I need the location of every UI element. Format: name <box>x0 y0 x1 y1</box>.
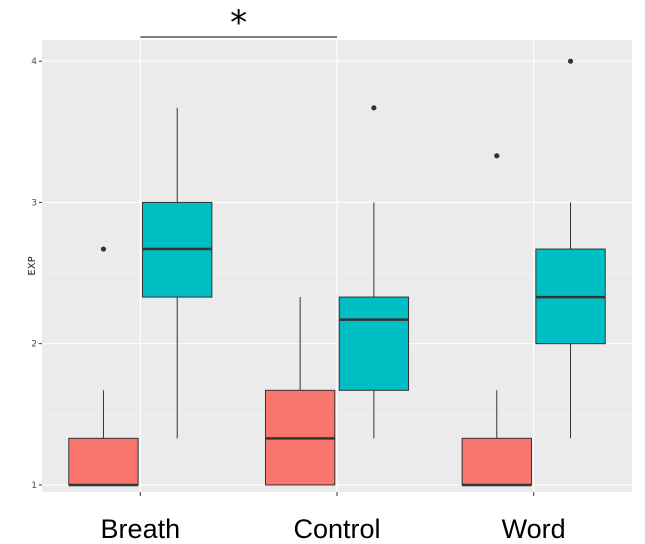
box-breath-1 <box>68 246 139 487</box>
significance-star: * <box>230 3 247 43</box>
y-tick-label: 2 <box>31 340 37 350</box>
outlier-point <box>371 105 377 111</box>
x-tick-label: Control <box>293 514 380 544</box>
x-axis-ticks: Breath Control Word <box>101 492 566 544</box>
box-word-1 <box>461 153 532 487</box>
significance-annotation: * <box>140 3 337 43</box>
y-tick-label: 1 <box>31 481 37 491</box>
box-body <box>338 296 410 391</box>
outlier-point <box>494 153 500 159</box>
box-control-1 <box>264 297 336 486</box>
y-tick-label: 3 <box>31 198 37 208</box>
outlier-point <box>567 58 574 64</box>
y-axis-ticks: 1 2 3 4 <box>31 57 42 491</box>
boxes <box>68 58 606 487</box>
grid-lines <box>42 40 632 492</box>
box-body <box>68 437 139 486</box>
box-body <box>461 437 532 486</box>
x-tick-label: Word <box>502 514 566 544</box>
y-axis-label: EXP <box>27 256 38 275</box>
box-word-2 <box>535 58 606 439</box>
box-breath-2 <box>142 107 213 439</box>
y-tick-label: 4 <box>31 57 37 67</box>
box-control-2 <box>338 105 410 439</box>
outlier-point <box>100 246 107 252</box>
x-tick-label: Breath <box>101 514 181 544</box>
